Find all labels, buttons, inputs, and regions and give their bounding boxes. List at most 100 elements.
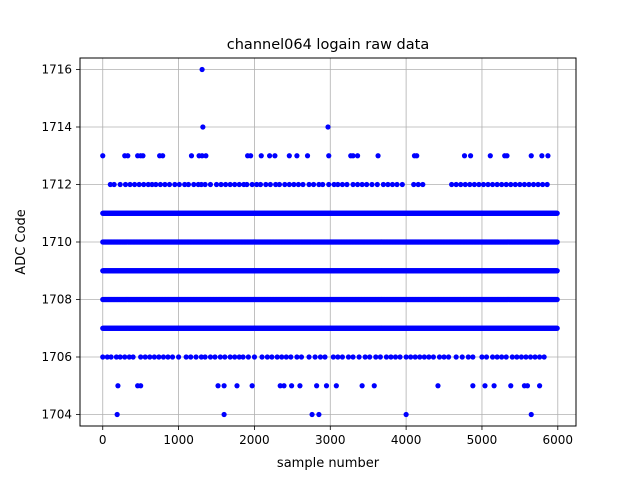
data-point (489, 354, 496, 360)
data-point (350, 153, 356, 159)
data-point (377, 354, 383, 360)
y-tick-label: 1714 (41, 120, 72, 134)
data-point (523, 354, 529, 360)
data-point (330, 354, 336, 360)
data-point (354, 153, 361, 159)
data-point (125, 153, 131, 159)
data-point (499, 181, 505, 188)
data-point (528, 153, 534, 159)
data-point (291, 181, 297, 188)
x-tick-label: 4000 (391, 433, 422, 447)
data-point (298, 354, 305, 360)
y-tick-label: 1708 (41, 293, 72, 307)
data-point (160, 354, 167, 360)
data-point (165, 354, 171, 360)
data-point (188, 153, 195, 159)
data-point (267, 181, 273, 188)
data-point (312, 354, 318, 360)
data-point (127, 181, 133, 188)
data-point (227, 181, 233, 188)
data-point (264, 354, 270, 360)
data-point (521, 181, 528, 188)
data-point (207, 181, 214, 188)
x-axis-label: sample number (277, 456, 380, 471)
data-point (202, 181, 208, 188)
data-point (445, 354, 452, 360)
data-point (503, 354, 509, 360)
data-point (294, 153, 300, 159)
data-points (100, 66, 560, 418)
data-point (504, 153, 510, 159)
data-point (483, 354, 490, 360)
data-point (160, 153, 166, 159)
data-point (147, 354, 153, 360)
data-point (274, 354, 280, 360)
data-point (411, 181, 417, 188)
data-point (388, 354, 394, 360)
data-point (200, 124, 206, 130)
data-point (359, 383, 365, 389)
data-point (412, 354, 418, 360)
data-point (494, 354, 500, 360)
data-point (530, 181, 537, 188)
y-tick-label: 1716 (41, 63, 72, 77)
data-point (362, 354, 368, 360)
data-point (339, 181, 346, 188)
data-point (399, 181, 405, 188)
data-point (528, 411, 534, 418)
y-axis-label: ADC Code (14, 209, 29, 274)
data-point (420, 181, 426, 188)
data-point (232, 181, 238, 188)
data-point (257, 181, 264, 188)
data-point (441, 354, 447, 360)
data-point (554, 296, 560, 303)
data-point (227, 354, 233, 360)
data-point (122, 354, 128, 360)
data-point (269, 354, 275, 360)
data-point (141, 181, 147, 188)
data-point (199, 66, 205, 73)
data-point (169, 354, 176, 360)
data-point (172, 181, 178, 188)
data-point (471, 181, 477, 188)
data-point (322, 354, 328, 360)
x-tick-label: 6000 (543, 433, 574, 447)
data-point (130, 354, 136, 360)
data-point (350, 354, 356, 360)
data-point (316, 411, 322, 418)
data-point (279, 354, 285, 360)
data-point (191, 181, 197, 188)
data-point (458, 181, 464, 188)
chart-title: channel064 logain raw data (227, 37, 429, 53)
data-point (482, 383, 488, 389)
data-point (286, 181, 292, 188)
data-point (526, 181, 532, 188)
x-tick-label: 3000 (315, 433, 346, 447)
data-point (374, 181, 380, 188)
data-point (138, 383, 144, 389)
data-point (140, 153, 146, 159)
data-point (350, 181, 356, 188)
data-point (335, 354, 341, 360)
data-point (403, 354, 409, 360)
data-point (367, 354, 373, 360)
data-point (223, 181, 229, 188)
data-point (544, 181, 550, 188)
y-tick-label: 1704 (41, 408, 72, 422)
data-point (185, 181, 192, 188)
data-point (136, 181, 142, 188)
x-tick-label: 0 (99, 433, 107, 447)
data-point (258, 153, 264, 159)
data-point (138, 354, 144, 360)
data-point (221, 411, 227, 418)
data-point (286, 153, 292, 159)
data-point (272, 153, 278, 159)
data-point (100, 354, 106, 360)
data-point (467, 153, 474, 159)
data-point (540, 181, 546, 188)
data-point (380, 181, 386, 188)
data-point (115, 383, 121, 389)
data-point (183, 354, 189, 360)
data-point (449, 181, 455, 188)
data-point (306, 181, 312, 188)
